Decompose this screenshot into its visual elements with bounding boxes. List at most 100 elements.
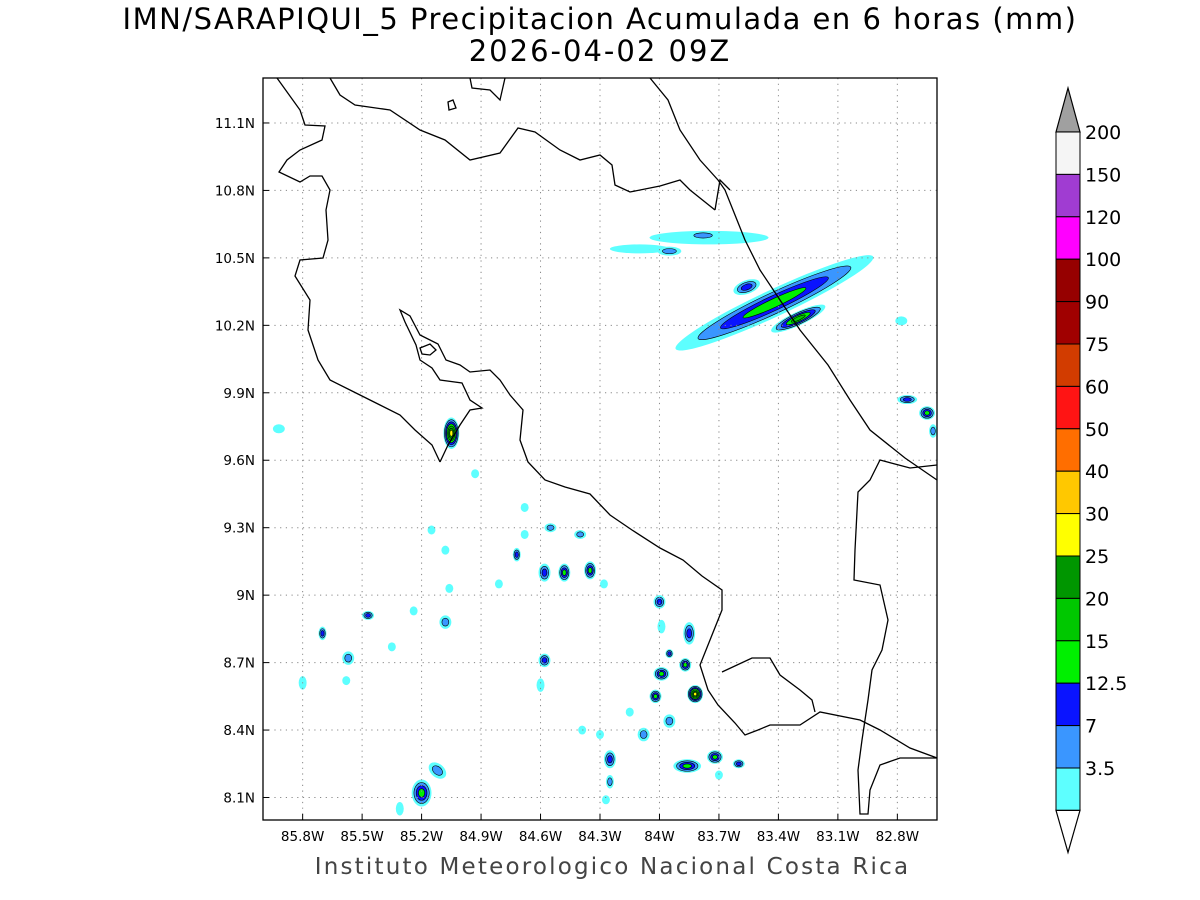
precip-contour [740,283,753,291]
colorbar-label: 7 [1085,716,1097,738]
colorbar-label: 50 [1085,419,1109,441]
precip-cell [439,615,452,629]
precip-contour [742,287,807,319]
precip-cell [675,255,874,351]
caribbean-coast [469,78,937,481]
precip-cell [665,649,674,659]
panama-border [853,459,937,815]
precip-contour [395,802,404,816]
precip-cell [538,563,551,582]
precip-contour [418,788,426,798]
precip-cell [428,762,447,779]
precip-contour [895,316,908,326]
precip-cell [897,395,918,405]
precip-cell [494,579,503,589]
precip-cell [471,469,480,479]
colorbar-label: 90 [1085,292,1109,314]
precip-contour [541,568,548,577]
precip-cell [714,770,723,780]
precip-cell [707,750,723,764]
precip-cell [445,583,454,593]
precip-cell [342,651,355,665]
colorbar-label: 60 [1085,376,1109,398]
precip-contour [714,770,723,780]
precip-cell [895,316,908,326]
precip-contour [494,579,503,589]
colorbar-label: 12.5 [1085,673,1127,695]
precip-cell [544,523,557,533]
precip-cell [673,759,702,773]
colorbar-label: 120 [1085,207,1121,229]
precip-contour [657,619,666,634]
precip-contour [639,730,648,739]
precip-cell [558,563,571,582]
precip-cell [637,727,650,742]
precip-contour [409,606,418,616]
colorbar-swatch [1055,216,1081,260]
precip-contour [562,569,567,576]
precip-contour [693,692,697,697]
precip-cell [409,606,418,616]
precip-contour [445,583,454,593]
precip-cell [657,619,666,634]
precip-contour [387,642,396,652]
colorbar-label: 30 [1085,504,1109,526]
colorbar-swatch [1055,597,1081,642]
precip-cell [601,795,610,805]
lon-tick-label: 85.2W [400,829,443,845]
nicaragua-islet [447,99,457,111]
osa-peninsula [721,657,816,713]
precip-contour [902,397,912,402]
lat-tick-label: 8.7N [223,656,255,672]
map-title: IMN/SARAPIQUI_5 Precipitacion Acumulada … [122,2,1078,36]
island-chira [419,343,437,356]
precip-contour [930,426,936,436]
precip-contour [736,761,742,766]
precip-contour [686,628,692,639]
colorbar-swatch [1055,555,1081,599]
precip-cell [272,424,285,434]
colorbar-swatch [1055,640,1081,684]
precip-contour [541,657,548,664]
precip-cell [649,689,662,704]
precip-contour [665,716,674,726]
colorbar-label: 15 [1085,631,1109,653]
precip-contour [578,725,587,735]
colorbar-swatch [1055,385,1081,430]
lat-tick-label: 9.9N [223,386,255,402]
precip-cell [536,678,545,692]
precip-contour [924,410,930,416]
coastline-borders [276,78,937,815]
colorbar-swatch [1055,173,1081,218]
precip-contour [656,598,663,605]
lat-tick-label: 9.3N [223,521,255,537]
precip-cell [600,579,608,589]
precip-contour [682,763,692,769]
precip-cell [687,230,719,240]
precip-contour [790,314,806,323]
colorbar-swatch [1055,343,1081,387]
lon-tick-label: 83.4W [757,829,800,845]
precip-contour [520,502,529,512]
precip-cell [387,642,396,652]
precip-cell [411,779,432,807]
nicaragua-lake-shore [329,78,716,211]
colorbar-label: 75 [1085,334,1109,356]
precip-cell [609,244,670,254]
lon-tick-label: 85.5W [340,829,383,845]
precip-cell [771,304,826,333]
colorbar-under-arrow [1055,809,1081,855]
precip-cell [520,502,529,512]
lat-tick-label: 10.5N [215,251,255,267]
precip-contour [365,613,371,618]
precip-contour [342,676,351,686]
precip-contour [471,469,480,479]
precip-contour [576,531,584,538]
precip-cell [733,279,760,296]
axis-ticks: 85.8W 85.5W 85.2W 84.9W 84.6W 84.3W 84W 83.7W 83… [215,116,919,845]
precip-contour [441,545,450,555]
lon-tick-label: 83.7W [697,829,740,845]
precip-contour [587,567,593,574]
colorbar-over-arrow [1055,85,1081,133]
